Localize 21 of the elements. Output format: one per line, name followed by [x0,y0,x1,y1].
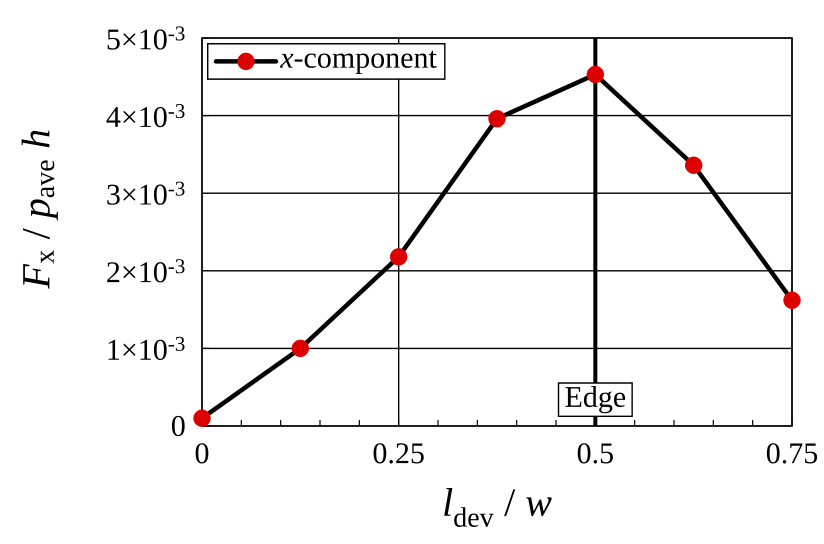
x-tick-label: 0 [196,443,208,464]
point [586,66,604,84]
y-tick-label: 3×10$^{-3}$ [107,182,184,205]
point [390,248,408,266]
point [292,340,310,358]
point [488,110,506,128]
ref-line-label: Edge [565,386,626,414]
x-tick-label: 0.75 [766,443,818,464]
y-tick-label: 1×10$^{-3}$ [108,336,184,360]
y-axis-title: F$_{x}$ / p$_{ave}$ h [22,130,58,289]
x-tick-label: 0.25 [374,443,424,464]
point [783,292,801,309]
y-tick-label: 4×10$^{-3}$ [106,104,184,128]
y-tick-label: 2×10$^{-3}$ [107,259,184,282]
point [193,410,211,427]
x-axis-title: l$_{dev}$ / w [444,488,552,527]
legend-label: x-component [280,50,437,74]
y-tick-label: 5×10$^{-3}$ [108,26,184,50]
x-tick-label: 0.5 [578,443,613,464]
y-tick-label: 0 [172,416,185,436]
point [684,156,702,174]
